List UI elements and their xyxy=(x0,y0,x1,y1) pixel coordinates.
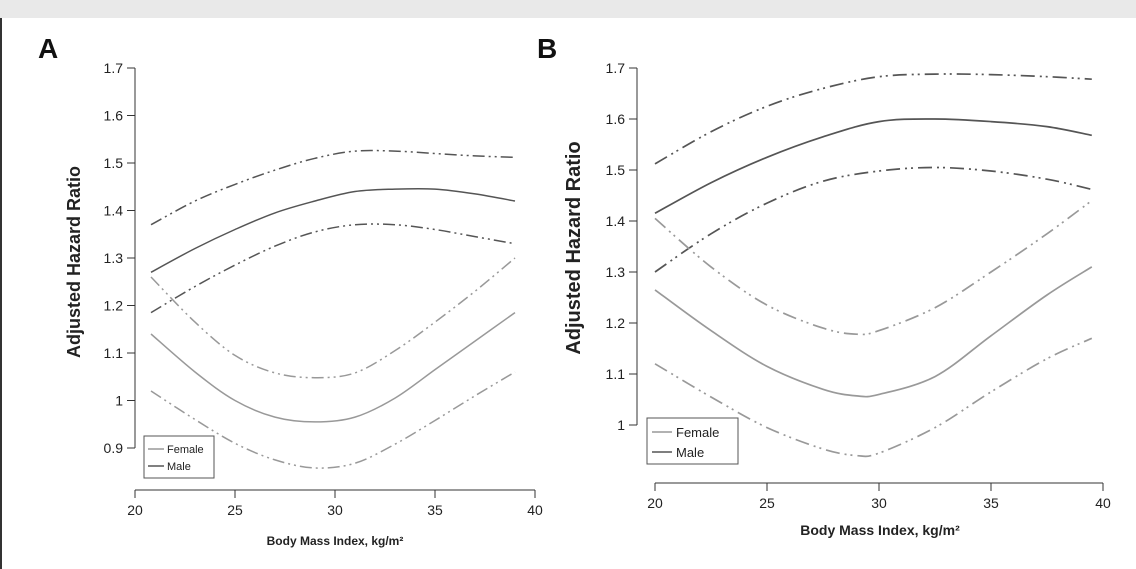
female-ci-bound-line-a xyxy=(150,371,516,469)
y-tick-label-b: 1.2 xyxy=(606,315,626,331)
male-estimate-line-a xyxy=(150,187,516,273)
male-ci-bound-line-a xyxy=(150,149,516,226)
y-axis-title-a: Adjusted Hazard Ratio xyxy=(64,166,84,358)
x-axis-title-a: Body Mass Index, kg/m² xyxy=(267,534,404,548)
panel-label-b: B xyxy=(537,33,557,64)
x-tick-label-a: 35 xyxy=(427,502,443,518)
y-tick-label-a: 0.9 xyxy=(104,440,124,456)
y-tick-label-a: 1.2 xyxy=(104,298,124,314)
y-tick-label-a: 1 xyxy=(115,393,123,409)
y-tick-label-a: 1.4 xyxy=(104,203,124,219)
x-tick-label-b: 20 xyxy=(647,495,663,511)
axes-b: 1 1.1 1.2 1.3 1.4 1.5 1.6 1.7 20 25 30 35 40 xyxy=(606,60,1111,511)
axes-a: 0.9 1 1.1 1.2 1.3 1.4 1.5 1.6 1.7 20 25 30 35 40 xyxy=(104,60,543,518)
y-tick-label-b: 1.5 xyxy=(606,162,626,178)
y-tick-label-a: 1.6 xyxy=(104,108,124,124)
x-tick-label-a: 40 xyxy=(527,502,543,518)
y-tick-label-b: 1 xyxy=(617,417,625,433)
y-tick-label-a: 1.5 xyxy=(104,155,124,171)
male-ci-bound-line-b xyxy=(654,73,1092,165)
male-ci-bound-line-b xyxy=(654,166,1092,273)
y-axis-title-b: Adjusted Hazard Ratio xyxy=(563,141,585,354)
x-tick-label-b: 40 xyxy=(1095,495,1111,511)
female-ci-bound-line-a xyxy=(150,257,516,379)
male-ci-bound-line-a xyxy=(150,223,516,314)
x-axis-title-b: Body Mass Index, kg/m² xyxy=(800,522,960,538)
top-bar xyxy=(0,0,1136,18)
legend-label-male-a: Male xyxy=(167,461,191,473)
legend-box-b xyxy=(646,417,739,465)
panel-label-a: A xyxy=(38,33,58,64)
legend-label-female-b: Female xyxy=(676,425,719,440)
y-tick-label-b: 1.6 xyxy=(606,111,626,127)
plot-lines-b xyxy=(654,73,1093,458)
female-ci-bound-line-b xyxy=(654,199,1093,336)
female-ci-bound-line-b xyxy=(654,337,1093,458)
y-tick-label-b: 1.1 xyxy=(606,366,626,382)
x-tick-label-a: 30 xyxy=(327,502,343,518)
y-tick-label-a: 1.3 xyxy=(104,250,124,266)
legend-b: Female Male xyxy=(646,417,739,465)
left-border xyxy=(0,18,2,569)
legend-box-a xyxy=(143,435,215,479)
legend-label-male-b: Male xyxy=(676,445,704,460)
y-tick-label-b: 1.7 xyxy=(606,60,626,76)
male-estimate-line-b xyxy=(654,118,1092,215)
y-tick-label-a: 1.1 xyxy=(104,345,124,361)
panel-b: B Adjusted Hazard Ratio Body Mass Index,… xyxy=(537,33,1111,538)
y-tick-label-b: 1.4 xyxy=(606,213,626,229)
x-tick-label-a: 25 xyxy=(227,502,243,518)
y-tick-label-b: 1.3 xyxy=(606,264,626,280)
x-tick-label-b: 25 xyxy=(759,495,775,511)
plot-lines-a xyxy=(150,149,516,469)
x-tick-label-b: 35 xyxy=(983,495,999,511)
female-estimate-line-a xyxy=(150,311,516,423)
x-tick-label-a: 20 xyxy=(127,502,143,518)
legend-a: Female Male xyxy=(143,435,215,479)
female-estimate-line-b xyxy=(654,266,1093,398)
x-tick-label-b: 30 xyxy=(871,495,887,511)
panel-a: A Adjusted Hazard Ratio Body Mass Index,… xyxy=(38,33,543,548)
y-tick-label-a: 1.7 xyxy=(104,60,124,76)
legend-label-female-a: Female xyxy=(167,444,204,456)
